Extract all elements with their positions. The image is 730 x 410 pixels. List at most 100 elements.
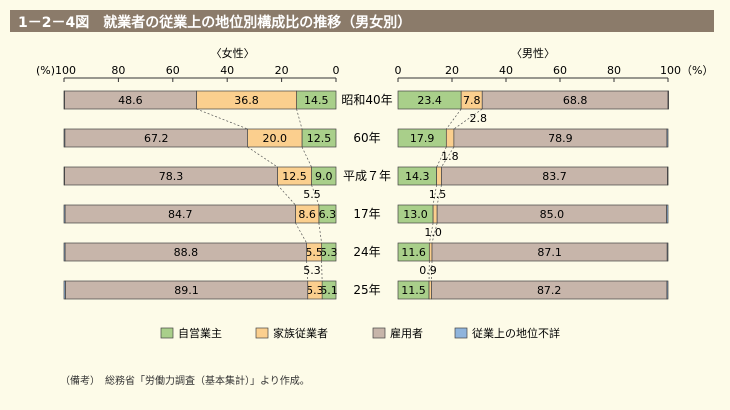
male-bar-unknown	[666, 128, 669, 148]
legend-label-self-employed: 自営業主	[178, 326, 222, 340]
female-bar-unknown	[63, 242, 66, 262]
female-connector-line	[196, 108, 248, 130]
male-connector-line	[446, 108, 462, 130]
male-outside-label: 1.0	[424, 226, 442, 239]
male-panel-title: 〈男性〉	[511, 46, 555, 60]
legend-swatch-self-employed	[160, 327, 174, 339]
female-tick-label: 60	[166, 64, 180, 77]
female-bar-unknown	[63, 128, 66, 148]
male-data-label: 23.4	[417, 94, 442, 107]
male-data-label: 85.0	[540, 208, 565, 221]
female-data-label: 67.2	[144, 132, 169, 145]
female-data-label: 5.1	[320, 284, 338, 297]
female-data-label: 20.0	[263, 132, 288, 145]
male-tick-label: 100（%）	[660, 64, 713, 77]
source-note: （備考） 総務省「労働力調査（基本集計）」より作成。	[60, 376, 310, 387]
female-connector-line	[296, 108, 303, 130]
category-label: 17年	[353, 207, 380, 221]
male-bar-unknown	[667, 90, 669, 110]
male-tick-label: 60	[553, 64, 567, 77]
male-data-label: 68.8	[563, 94, 588, 107]
legend-swatch-unknown	[454, 327, 468, 339]
male-data-label: 87.2	[537, 284, 562, 297]
male-connector-line	[431, 222, 438, 244]
female-data-label: 88.8	[174, 246, 199, 259]
female-tick-label: 80	[111, 64, 125, 77]
chart-title: 1－2－4図 就業者の従業上の地位別構成比の推移（男女別）	[18, 15, 412, 31]
female-data-label: 5.3	[320, 246, 338, 259]
female-bar-unknown	[63, 90, 65, 110]
female-data-label: 12.5	[282, 170, 307, 183]
male-bar-family-worker	[428, 280, 432, 300]
female-data-label: 78.3	[159, 170, 184, 183]
male-data-label: 14.3	[405, 170, 430, 183]
male-connector-line	[428, 222, 434, 244]
male-data-label: 87.1	[537, 246, 562, 259]
category-label: 25年	[353, 283, 380, 297]
male-data-label: 7.8	[463, 94, 481, 107]
male-outside-label: 1.8	[441, 150, 459, 163]
female-data-label: 6.3	[319, 208, 337, 221]
female-data-label: 5.5	[305, 246, 323, 259]
male-tick-label: 20	[445, 64, 459, 77]
title-bar: 1－2－4図 就業者の従業上の地位別構成比の推移（男女別）	[10, 10, 714, 32]
female-tick-label: 20	[275, 64, 289, 77]
legend-label-unknown: 従業上の地位不詳	[472, 326, 560, 340]
male-tick-label: 0	[395, 64, 402, 77]
female-bar-unknown	[63, 204, 66, 224]
female-connector-line	[306, 260, 309, 282]
female-panel-title: 〈女性〉	[211, 46, 255, 60]
female-data-label: 12.5	[307, 132, 332, 145]
male-data-label: 78.9	[548, 132, 573, 145]
female-tick-label: 0	[333, 64, 340, 77]
male-outside-label: 0.9	[419, 264, 437, 277]
legend-swatch-family-worker	[255, 327, 269, 339]
female-tick-label: 40	[220, 64, 234, 77]
female-connector-line	[311, 184, 320, 206]
male-tick-label: 40	[499, 64, 513, 77]
male-data-label: 83.7	[542, 170, 567, 183]
female-data-label: 8.6	[298, 208, 316, 221]
female-tick-label: (%)100	[36, 64, 76, 77]
male-bar-family-worker	[428, 242, 433, 262]
category-label: 24年	[353, 245, 380, 259]
male-bar-family-worker	[445, 128, 455, 148]
female-data-label: 36.8	[234, 94, 259, 107]
female-data-label: 48.6	[118, 94, 143, 107]
male-outside-label: 1.5	[429, 188, 447, 201]
female-data-label: 14.5	[304, 94, 329, 107]
male-bar-unknown	[667, 166, 669, 186]
legend-label-family-worker: 家族従業者	[273, 326, 328, 340]
legend-label-employee: 雇用者	[390, 326, 423, 340]
female-outside-label: 5.5	[303, 188, 321, 201]
female-data-label: 89.1	[174, 284, 199, 297]
male-tick-label: 80	[607, 64, 621, 77]
female-connector-line	[321, 260, 323, 282]
male-connector-line	[436, 184, 442, 206]
category-label: 平成７年	[343, 169, 391, 183]
female-data-label: 9.0	[315, 170, 333, 183]
female-connector-line	[277, 184, 296, 206]
male-data-label: 11.5	[401, 284, 426, 297]
female-connector-line	[301, 146, 312, 168]
male-bar-family-worker	[436, 166, 442, 186]
female-data-label: 5.3	[306, 284, 324, 297]
category-label: 昭和40年	[341, 93, 392, 107]
male-bar-unknown	[666, 204, 669, 224]
male-connector-line	[453, 108, 483, 130]
male-data-label: 11.6	[401, 246, 426, 259]
male-bar-unknown	[666, 280, 669, 300]
legend-swatch-employee	[372, 327, 386, 339]
female-connector-line	[295, 222, 307, 244]
male-bar-family-worker	[432, 204, 438, 224]
male-bar-unknown	[666, 242, 669, 262]
male-data-label: 17.9	[410, 132, 435, 145]
category-label: 60年	[353, 131, 380, 145]
female-bar-unknown	[63, 166, 65, 186]
female-outside-label: 5.3	[303, 264, 321, 277]
female-connector-line	[318, 222, 322, 244]
female-data-label: 84.7	[168, 208, 193, 221]
male-connector-line	[432, 184, 437, 206]
male-data-label: 13.0	[403, 208, 428, 221]
